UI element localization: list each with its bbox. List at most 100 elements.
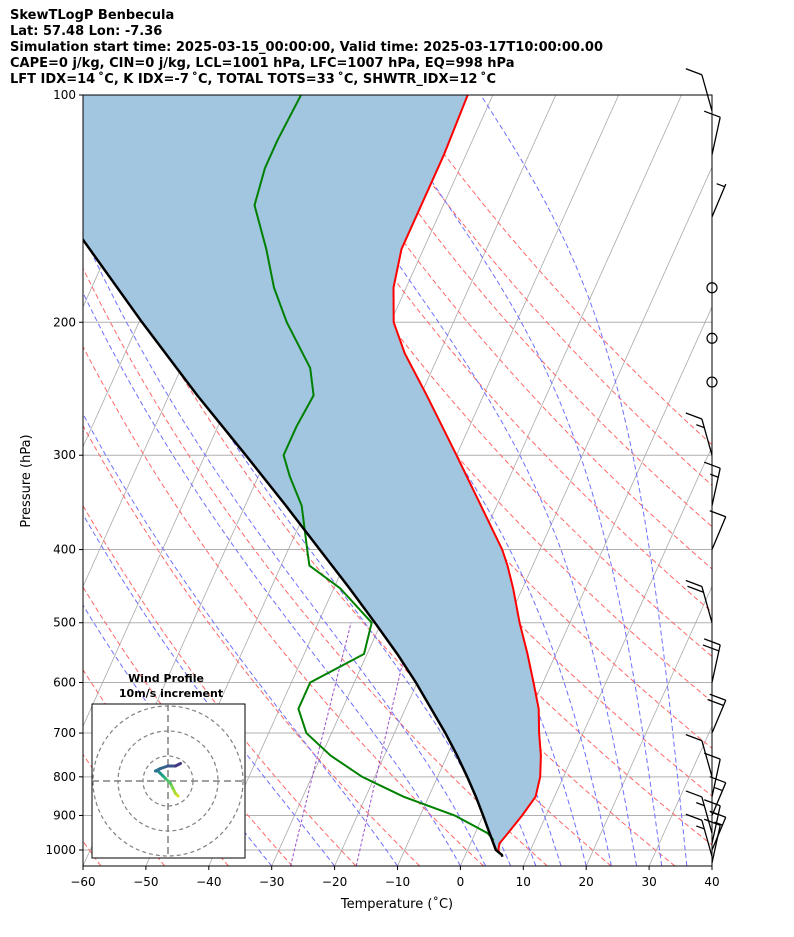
y-tick-label: 600 — [53, 676, 76, 690]
barb-flag — [703, 461, 721, 469]
barb-staff — [711, 183, 727, 218]
calm-wind-circle — [706, 376, 718, 388]
x-tick-label: −50 — [133, 875, 158, 889]
isotherm-line — [522, 445, 712, 866]
barb-flag — [703, 818, 721, 826]
barb-staff — [701, 740, 713, 778]
temperature-line — [392, 95, 542, 853]
cape-shading — [83, 95, 541, 850]
y-tick-label: 300 — [53, 448, 76, 462]
x-tick-label: −20 — [322, 875, 347, 889]
barb-staff — [711, 805, 721, 844]
moist-adiabat-line — [83, 412, 398, 866]
cin-shading — [83, 95, 541, 850]
y-tick-label: 500 — [53, 616, 76, 630]
mixing-ratio-line — [290, 622, 352, 866]
wind-barb — [703, 752, 721, 797]
y-tick-label: 400 — [53, 543, 76, 557]
x-tick-label: 30 — [641, 875, 656, 889]
isotherm-line — [271, 95, 620, 866]
dry-adiabat-line — [400, 95, 712, 446]
isotherm-line — [585, 585, 712, 866]
wind-barb — [703, 110, 721, 155]
hodograph: Wind Profile 10m/s increment — [91, 672, 246, 859]
location-line: Lat: 57.48 Lon: -7.36 — [10, 24, 163, 39]
x-tick-label: 20 — [579, 875, 594, 889]
y-axis-label: Pressure (hPa) — [19, 434, 34, 527]
y-tick-label: 700 — [53, 726, 76, 740]
wind-barb — [702, 638, 721, 683]
isotherm-line — [334, 95, 682, 866]
wind-barb — [685, 412, 713, 456]
x-axis-label: Temperature (˚C) — [340, 896, 453, 912]
barb-flag — [709, 693, 726, 701]
dry-adiabat-line — [83, 504, 357, 866]
barb-flag — [703, 752, 721, 760]
hodograph-subtitle: 10m/s increment — [119, 687, 223, 700]
isotherm-line — [648, 725, 712, 866]
dry-adiabat-line — [83, 267, 548, 866]
barb-half-flag — [696, 802, 705, 807]
barb-staff — [711, 700, 727, 734]
wind-barb — [709, 510, 727, 550]
barb-flag — [702, 644, 720, 652]
barb-flag — [685, 813, 703, 821]
wind-barb — [685, 68, 713, 112]
barb-half-flag — [710, 473, 719, 478]
calm-wind-circle — [706, 332, 718, 344]
moist-adiabat-line — [83, 513, 336, 866]
barb-flag — [703, 638, 721, 646]
barb-staff — [711, 117, 721, 155]
hodograph-segment — [174, 762, 182, 768]
wind-barb — [685, 579, 713, 623]
barb-staff — [711, 468, 721, 506]
barb-staff — [701, 586, 713, 623]
barb-half-flag — [714, 786, 723, 792]
barb-staff — [701, 418, 713, 456]
x-tick-label: −30 — [259, 875, 284, 889]
profiles — [83, 95, 542, 858]
x-axis: −60 −50 −40 −30 −20 −10 0 10 20 30 40 — [70, 866, 720, 889]
barb-flag — [685, 412, 703, 420]
wind-barb — [685, 813, 713, 857]
y-axis: 100 200 300 400 500 600 700 800 900 1000 — [45, 88, 83, 857]
wind-barb — [707, 693, 727, 734]
dry-adiabat-line — [83, 586, 293, 866]
hodograph-title: Wind Profile — [128, 672, 204, 685]
barb-staff — [701, 796, 713, 834]
moist-adiabat-line — [289, 95, 637, 866]
wind-barb — [703, 799, 721, 844]
barb-staff — [711, 816, 727, 851]
y-tick-label: 100 — [53, 88, 76, 102]
wind-barb — [703, 818, 721, 864]
wind-barbs — [685, 68, 727, 864]
barb-staff — [711, 782, 727, 816]
chart-header: SkewTLogP Benbecula Lat: 57.48 Lon: -7.3… — [10, 8, 603, 88]
barb-flag — [709, 510, 726, 518]
dewpoint-line — [253, 95, 495, 841]
cape-line: CAPE=0 j/kg, CIN=0 j/kg, LCL=1001 hPa, L… — [10, 56, 515, 71]
y-tick-label: 800 — [53, 770, 76, 784]
mixing-ratio-line — [355, 622, 413, 866]
time-line: Simulation start time: 2025-03-15_00:00:… — [10, 40, 603, 55]
y-tick-label: 900 — [53, 808, 76, 822]
barb-flag — [709, 776, 726, 784]
wind-barb — [709, 776, 727, 816]
barb-staff — [711, 825, 721, 864]
wind-barb — [711, 183, 727, 218]
barb-staff — [711, 758, 721, 797]
x-tick-label: −10 — [385, 875, 410, 889]
barb-half-flag — [716, 183, 725, 188]
barb-flag — [685, 733, 703, 742]
barb-flag — [685, 579, 703, 588]
dry-adiabat-line — [140, 95, 712, 797]
isotherm-line — [711, 865, 712, 866]
barb-flag — [685, 790, 703, 798]
chart-title: SkewTLogP Benbecula — [10, 8, 175, 23]
parcel-line — [83, 237, 504, 858]
y-tick-label: 200 — [53, 315, 76, 329]
x-tick-label: 0 — [457, 875, 465, 889]
barb-staff — [711, 516, 727, 550]
barb-staff — [711, 644, 721, 683]
